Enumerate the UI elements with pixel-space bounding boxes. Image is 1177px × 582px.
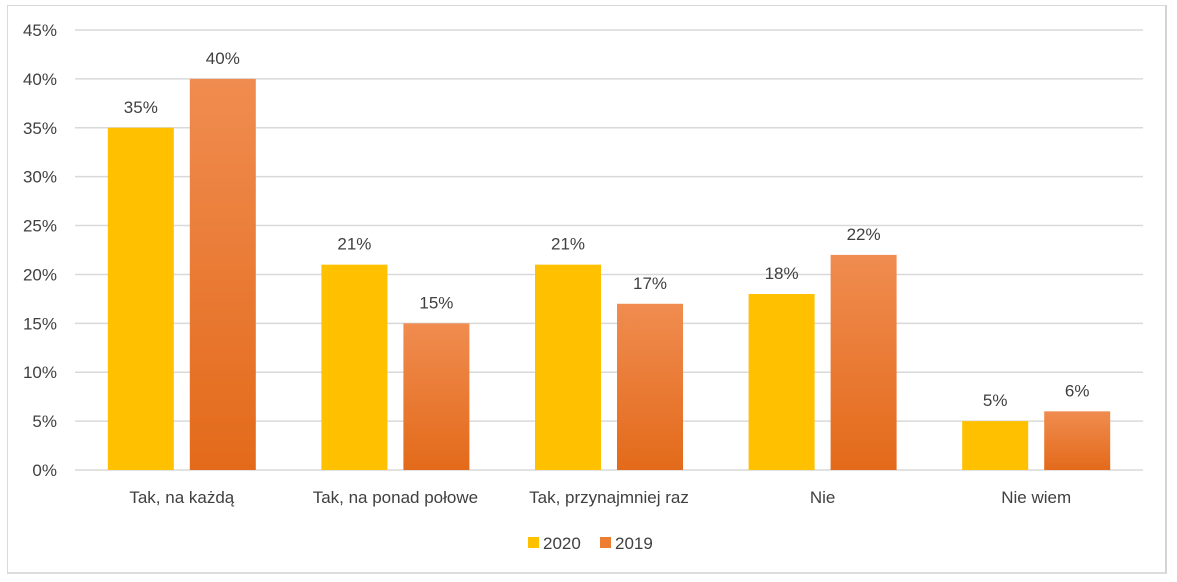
legend: 2020 2019 [528, 534, 653, 553]
data-label: 18% [765, 264, 799, 283]
y-tick-label: 0% [32, 461, 57, 480]
x-axis-categories: Tak, na każdą Tak, na ponad połowe Tak, pr… [129, 488, 1071, 507]
legend-swatch-2020 [528, 537, 539, 548]
data-label: 5% [983, 391, 1008, 410]
bar-2020 [107, 127, 174, 471]
y-tick-label: 35% [23, 119, 57, 138]
bars [107, 78, 1111, 471]
y-tick-label: 30% [23, 168, 57, 187]
data-label: 22% [847, 225, 881, 244]
bar-2019 [189, 78, 256, 470]
data-label: 21% [337, 235, 371, 254]
y-tick-label: 45% [23, 21, 57, 40]
y-tick-label: 15% [23, 314, 57, 333]
category-label: Nie wiem [1001, 488, 1071, 507]
bar-2019 [617, 303, 683, 470]
y-tick-label: 40% [23, 70, 57, 89]
data-label: 17% [633, 274, 667, 293]
data-label: 15% [419, 293, 453, 312]
legend-swatch-2019 [600, 537, 611, 548]
y-tick-label: 20% [23, 265, 57, 284]
bar-2019 [403, 323, 470, 470]
bar-2020 [321, 264, 388, 470]
category-label: Tak, na każdą [129, 488, 234, 507]
bar-2020 [962, 421, 1029, 470]
category-label: Tak, przynajmniej raz [529, 488, 689, 507]
bar-2020 [748, 294, 815, 470]
bar-2019 [830, 254, 897, 470]
data-label: 21% [551, 235, 585, 254]
y-tick-label: 10% [23, 363, 57, 382]
y-tick-label: 5% [32, 412, 57, 431]
data-label: 40% [206, 49, 240, 68]
data-label: 6% [1065, 381, 1090, 400]
category-label: Tak, na ponad połowe [313, 488, 478, 507]
y-axis-ticks: 0% 5% 10% 15% 20% 25% 30% 35% 40% 45% [23, 21, 57, 480]
legend-label: 2020 [543, 534, 581, 553]
legend-label: 2019 [615, 534, 653, 553]
data-label: 35% [124, 98, 158, 117]
y-tick-label: 25% [23, 217, 57, 236]
bar-2020 [535, 264, 601, 470]
category-label: Nie [810, 488, 836, 507]
data-labels: 35% 40% 21% 15% 21% 17% 18% 22% 5% 6% [124, 49, 1090, 410]
bar-2019 [1044, 411, 1111, 470]
